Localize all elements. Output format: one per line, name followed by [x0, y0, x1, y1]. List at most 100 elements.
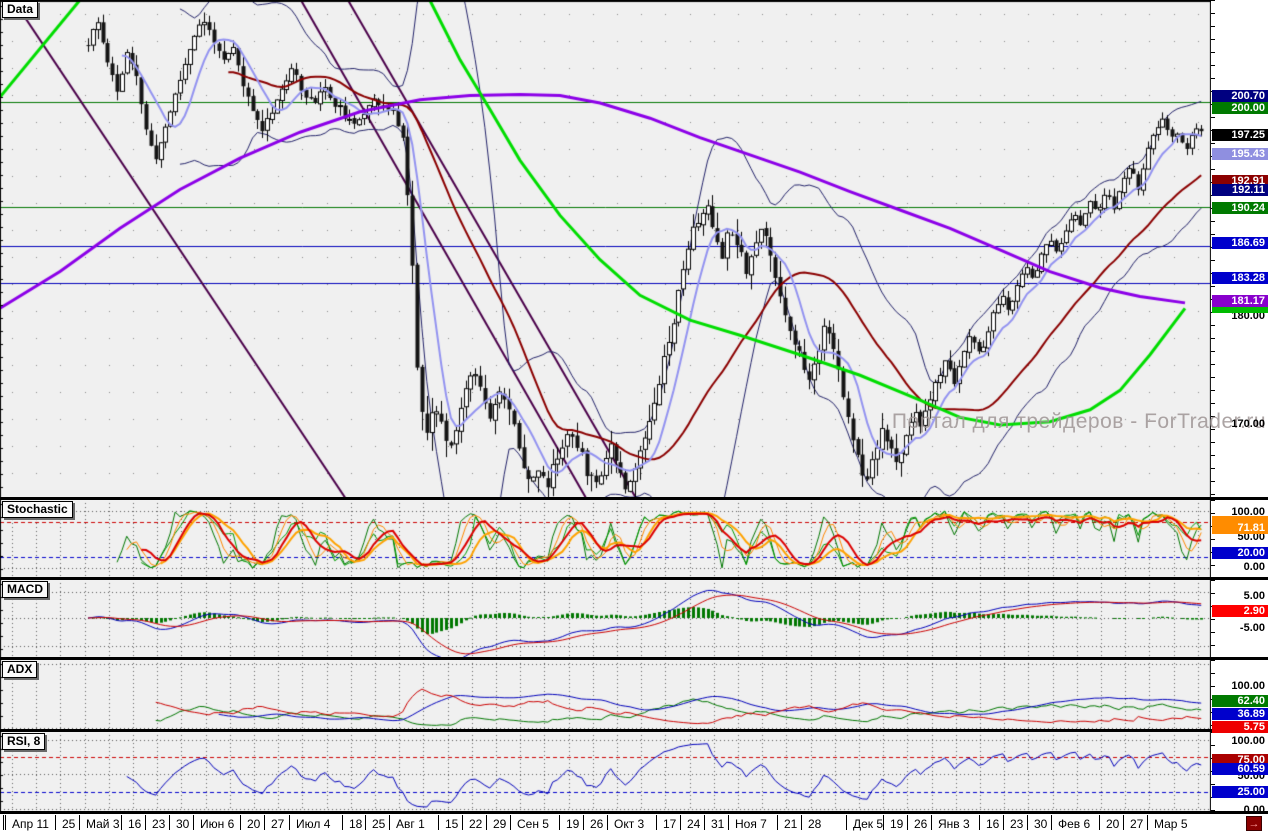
adx-value-tag: 36.89: [1212, 708, 1268, 720]
adx-axis-ticks: [1211, 660, 1215, 729]
time-axis-label: 20: [1106, 817, 1120, 831]
time-axis-tick: [3, 815, 4, 830]
time-axis-tick: [728, 815, 729, 830]
stoch-axis-label: 0.00: [1243, 561, 1265, 573]
time-axis-label: 31: [711, 817, 725, 831]
rsi-axis: 100.00 50.00 0.00 75.00 60.59 25.00: [1211, 732, 1268, 816]
time-axis-tick: [5, 815, 6, 830]
rsi-axis-label: 100.00: [1231, 735, 1265, 747]
time-axis-tick: [1123, 815, 1124, 830]
time-axis: → Апр 11 25 Май 3 16 23 30 Июн 6 20 27 Июл 4 18 25 А…: [0, 814, 1268, 834]
time-axis-tick: [264, 815, 265, 830]
time-axis-label: 23: [152, 817, 166, 831]
time-axis-label: Янв 3: [938, 817, 970, 831]
stoch-axis-label: 100.00: [1231, 506, 1265, 518]
time-axis-tick: [931, 815, 932, 830]
time-axis-tick: [289, 815, 290, 830]
time-axis-label: Ноя 7: [735, 817, 767, 831]
time-axis-label: 21: [784, 817, 798, 831]
time-axis-label: 16: [128, 817, 142, 831]
macd-axis-label: -5.00: [1239, 622, 1265, 634]
adx-value-tag: 62.40: [1212, 695, 1268, 707]
panel-macd: 5.00 -5.00 2.90 MACD: [0, 580, 1268, 657]
time-axis-label: 18: [349, 817, 363, 831]
stoch-axis-label: 50.00: [1237, 531, 1265, 543]
price-tag: 192.11: [1212, 184, 1268, 196]
rsi-label: RSI, 8: [2, 733, 46, 750]
time-axis-tick: [883, 815, 884, 830]
time-axis-label: 27: [271, 817, 285, 831]
time-axis-tick: [389, 815, 390, 830]
panel-stoch: 100.00 50.00 0.00 71.81 20.00 Stochastic: [0, 500, 1268, 577]
price-tag: 200.00: [1212, 102, 1268, 114]
macd-label: MACD: [2, 581, 48, 598]
time-axis-tick: [79, 815, 80, 830]
time-axis-label: Май 3: [86, 817, 120, 831]
time-axis-label: Сен 5: [517, 817, 549, 831]
stoch-value-tag: 71.81: [1212, 522, 1268, 534]
price-tag: 200.70: [1212, 90, 1268, 102]
time-axis-label: 28: [808, 817, 822, 831]
panel-rsi: 100.00 50.00 0.00 75.00 60.59 25.00 RSI, 8: [0, 732, 1268, 816]
price-tag: 197.25: [1212, 129, 1268, 141]
time-axis-tick: [169, 815, 170, 830]
macd-value-tag: 2.90: [1212, 605, 1268, 617]
time-axis-tick: [777, 815, 778, 830]
watermark: Портал для трейдеров - ForTrader.ru: [891, 410, 1266, 433]
time-axis-tick: [583, 815, 584, 830]
rsi-canvas[interactable]: [0, 732, 1211, 811]
time-axis-tick: [1051, 815, 1052, 830]
macd-axis-background: [1211, 580, 1268, 657]
price-tag: 190.24: [1212, 202, 1268, 214]
time-axis-tick: [607, 815, 608, 830]
data-series-label: Data: [2, 1, 39, 18]
time-axis-label: 16: [986, 817, 1000, 831]
time-axis-tick: [55, 815, 56, 830]
price-axis-label: 170.00: [1231, 418, 1265, 430]
panel-adx: 100.00 62.40 36.89 5.75 ADX: [0, 660, 1268, 733]
time-axis-label: 15: [445, 817, 459, 831]
time-axis-tick: [1027, 815, 1028, 830]
panel-separator[interactable]: [0, 729, 1268, 732]
price-panel: Портал для трейдеров - ForTrader.ru 180.…: [0, 0, 1268, 497]
panel-separator[interactable]: [0, 811, 1268, 814]
time-axis-label: Июл 4: [296, 817, 331, 831]
time-axis-label: Фев 6: [1058, 817, 1091, 831]
stoch-canvas[interactable]: [0, 500, 1211, 577]
time-axis-tick: [365, 815, 366, 830]
stoch-value-tag: 20.00: [1212, 547, 1268, 559]
time-axis-tick: [704, 815, 705, 830]
time-axis-label: Дек 5: [853, 817, 884, 831]
stoch-axis-background: [1211, 500, 1268, 577]
time-axis-tick: [846, 815, 847, 830]
time-axis-label: 20: [247, 817, 261, 831]
macd-canvas[interactable]: [0, 580, 1211, 657]
stoch-label: Stochastic: [2, 501, 73, 518]
adx-canvas[interactable]: [0, 660, 1211, 729]
panel-separator[interactable]: [0, 577, 1268, 580]
time-axis-label: 26: [590, 817, 604, 831]
time-axis-label: 29: [493, 817, 507, 831]
panel-separator[interactable]: [0, 657, 1268, 660]
macd-axis: 5.00 -5.00 2.90: [1211, 580, 1268, 657]
time-axis-tick: [656, 815, 657, 830]
scroll-right-button[interactable]: →: [1246, 816, 1262, 831]
time-axis-tick: [907, 815, 908, 830]
time-axis-label: Мар 5: [1154, 817, 1188, 831]
adx-label: ADX: [2, 661, 38, 678]
stoch-axis: 100.00 50.00 0.00 71.81 20.00: [1211, 500, 1268, 577]
price-axis-label: 180.00: [1231, 310, 1265, 322]
time-axis-tick: [240, 815, 241, 830]
time-axis-tick: [462, 815, 463, 830]
main-chart-canvas[interactable]: [0, 0, 1211, 497]
time-axis-label: Апр 11: [12, 817, 49, 831]
adx-value-tag: 5.75: [1212, 721, 1268, 733]
time-axis-tick: [1147, 815, 1148, 830]
time-axis-tick: [979, 815, 980, 830]
time-axis-label: 19: [890, 817, 904, 831]
panel-separator[interactable]: [0, 497, 1268, 500]
price-tag: 181.17: [1212, 295, 1268, 307]
time-axis-label: Июн 6: [200, 817, 235, 831]
rsi-axis-label: 0.00: [1243, 804, 1265, 816]
